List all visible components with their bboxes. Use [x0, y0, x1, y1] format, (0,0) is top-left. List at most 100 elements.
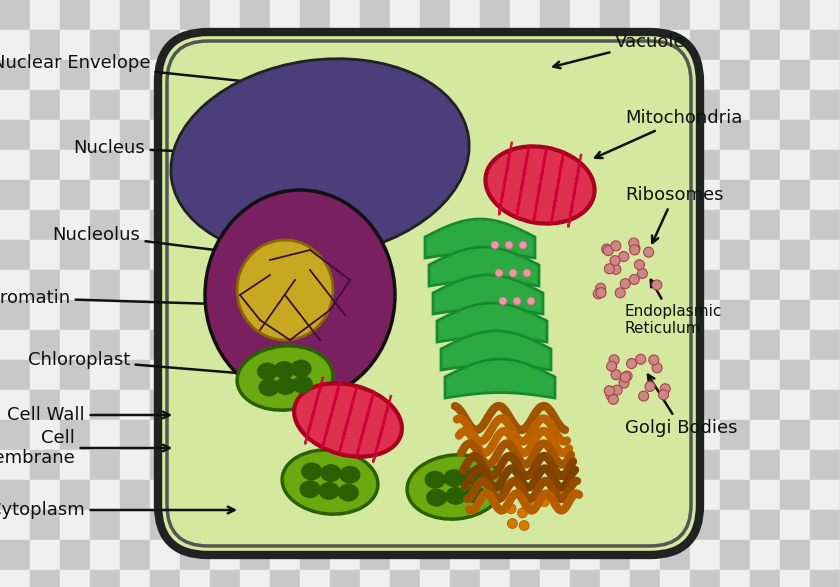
Bar: [720, 450, 750, 480]
Bar: [150, 240, 180, 270]
Bar: [90, 30, 120, 60]
Bar: [510, 510, 540, 540]
Bar: [330, 300, 360, 330]
Bar: [120, 330, 150, 360]
Polygon shape: [433, 275, 543, 314]
Bar: [300, 540, 330, 570]
Bar: [780, 210, 810, 240]
Bar: [630, 420, 660, 450]
Bar: [90, 330, 120, 360]
Bar: [600, 330, 630, 360]
Text: Ribosomes: Ribosomes: [625, 186, 723, 243]
Bar: [780, 60, 810, 90]
Bar: [240, 240, 270, 270]
Bar: [240, 420, 270, 450]
Bar: [270, 0, 300, 30]
Ellipse shape: [339, 466, 360, 484]
Bar: [720, 30, 750, 60]
Bar: [330, 180, 360, 210]
Bar: [300, 480, 330, 510]
Bar: [780, 570, 810, 587]
Bar: [510, 120, 540, 150]
Ellipse shape: [274, 361, 295, 379]
Bar: [780, 360, 810, 390]
Text: Mitochondria: Mitochondria: [595, 109, 743, 158]
Ellipse shape: [300, 480, 321, 498]
Bar: [780, 180, 810, 210]
Bar: [0, 240, 30, 270]
Bar: [810, 330, 840, 360]
Bar: [420, 420, 450, 450]
Ellipse shape: [424, 471, 446, 489]
Bar: [270, 360, 300, 390]
Bar: [90, 240, 120, 270]
Bar: [180, 180, 210, 210]
Bar: [60, 480, 90, 510]
Bar: [300, 390, 330, 420]
Bar: [270, 330, 300, 360]
Bar: [600, 420, 630, 450]
Bar: [540, 420, 570, 450]
Bar: [600, 480, 630, 510]
Polygon shape: [425, 219, 535, 258]
Bar: [240, 330, 270, 360]
Bar: [60, 360, 90, 390]
Ellipse shape: [507, 518, 517, 528]
Bar: [360, 120, 390, 150]
Bar: [270, 120, 300, 150]
Bar: [360, 570, 390, 587]
Bar: [30, 240, 60, 270]
Bar: [30, 30, 60, 60]
Bar: [690, 300, 720, 330]
Bar: [750, 420, 780, 450]
Bar: [300, 420, 330, 450]
Bar: [690, 60, 720, 90]
Bar: [0, 180, 30, 210]
Bar: [690, 570, 720, 587]
Bar: [720, 420, 750, 450]
Bar: [330, 240, 360, 270]
Bar: [30, 570, 60, 587]
Bar: [60, 270, 90, 300]
Bar: [570, 180, 600, 210]
Bar: [30, 420, 60, 450]
Ellipse shape: [630, 243, 640, 253]
Bar: [0, 330, 30, 360]
Bar: [450, 510, 480, 540]
Bar: [0, 150, 30, 180]
Bar: [480, 450, 510, 480]
Bar: [630, 60, 660, 90]
Bar: [210, 390, 240, 420]
Bar: [360, 270, 390, 300]
Bar: [30, 270, 60, 300]
Bar: [150, 60, 180, 90]
Text: Chromatin: Chromatin: [0, 289, 243, 308]
Bar: [420, 0, 450, 30]
Bar: [750, 480, 780, 510]
Bar: [690, 330, 720, 360]
Bar: [480, 0, 510, 30]
Bar: [210, 120, 240, 150]
Bar: [660, 420, 690, 450]
Bar: [480, 240, 510, 270]
Bar: [360, 420, 390, 450]
Bar: [570, 480, 600, 510]
Bar: [780, 270, 810, 300]
Bar: [150, 90, 180, 120]
Bar: [150, 450, 180, 480]
Bar: [0, 30, 30, 60]
Bar: [510, 390, 540, 420]
Bar: [450, 540, 480, 570]
Bar: [570, 0, 600, 30]
Bar: [390, 300, 420, 330]
Bar: [810, 270, 840, 300]
Bar: [630, 0, 660, 30]
Ellipse shape: [475, 470, 485, 480]
Bar: [630, 210, 660, 240]
Bar: [0, 60, 30, 90]
Bar: [720, 0, 750, 30]
Bar: [60, 570, 90, 587]
Bar: [300, 270, 330, 300]
Ellipse shape: [486, 146, 595, 224]
Ellipse shape: [519, 241, 527, 249]
